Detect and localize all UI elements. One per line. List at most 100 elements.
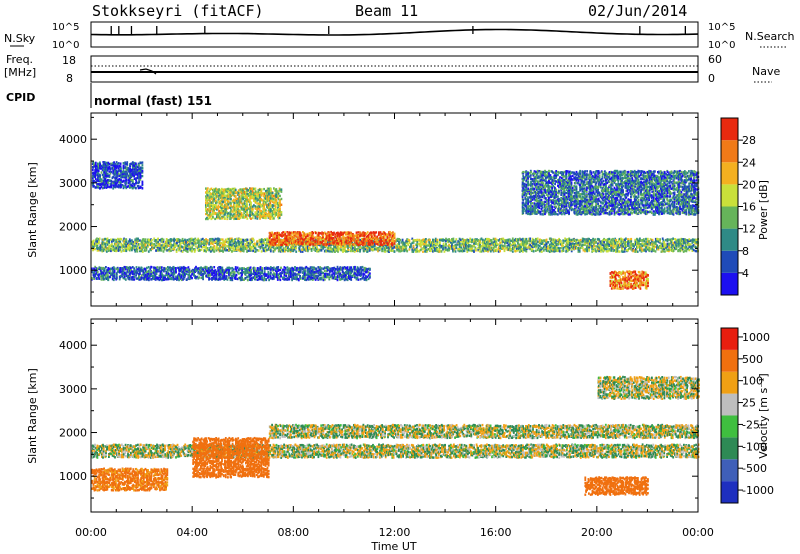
echo-cell xyxy=(362,248,365,251)
echo-cell xyxy=(518,243,521,247)
echo-cell xyxy=(334,272,337,275)
echo-cell xyxy=(396,237,399,241)
echo-cell xyxy=(301,250,304,253)
echo-cell xyxy=(163,248,166,251)
echo-cell xyxy=(238,240,241,244)
echo-cell xyxy=(553,247,556,250)
echo-cell xyxy=(205,243,207,246)
echo-cell xyxy=(99,246,102,249)
echo-cell xyxy=(657,238,659,241)
echo-cell xyxy=(232,238,235,242)
echo-cell xyxy=(204,246,206,249)
echo-cell xyxy=(471,240,474,243)
echo-cell xyxy=(536,248,539,251)
echo-cell xyxy=(475,240,477,244)
echo-cell xyxy=(230,246,233,250)
echo-cell xyxy=(329,238,332,242)
echo-cell xyxy=(127,248,130,251)
echo-cell xyxy=(440,239,443,242)
echo-cell xyxy=(369,245,372,248)
echo-cell xyxy=(412,239,415,242)
echo-cell xyxy=(146,245,149,248)
echo-cell xyxy=(162,246,165,249)
echo-cell xyxy=(194,242,197,245)
echo-cell xyxy=(418,242,421,245)
echo-cell xyxy=(266,244,269,247)
echo-cell xyxy=(219,245,222,248)
echo-cell xyxy=(246,240,249,243)
echo-cell xyxy=(448,249,450,252)
echo-cell xyxy=(520,242,523,245)
echo-cell xyxy=(578,250,581,253)
echo-cell xyxy=(342,246,345,250)
echo-cell xyxy=(209,238,211,241)
echo-cell xyxy=(353,237,356,240)
echo-cell xyxy=(608,247,611,251)
echo-cell xyxy=(465,242,468,245)
echo-cell xyxy=(307,238,309,241)
echo-cell xyxy=(523,246,525,249)
echo-cell xyxy=(521,247,523,251)
echo-cell xyxy=(106,237,109,240)
echo-cell xyxy=(155,249,158,252)
echo-cell xyxy=(131,242,133,246)
echo-cell xyxy=(260,242,263,246)
echo-cell xyxy=(279,248,282,251)
echo-cell xyxy=(320,244,323,247)
echo-cell xyxy=(246,249,249,253)
echo-cell xyxy=(484,244,487,248)
echo-cell xyxy=(194,245,197,248)
echo-cell xyxy=(475,248,477,251)
echo-cell xyxy=(96,245,98,248)
echo-cell xyxy=(423,245,425,249)
echo-cell xyxy=(672,237,674,240)
echo-cell xyxy=(458,237,461,241)
echo-cell xyxy=(290,249,293,252)
echo-cell xyxy=(555,249,558,252)
echo-cell xyxy=(191,246,194,249)
echo-cell xyxy=(465,246,468,249)
echo-cell xyxy=(551,241,553,245)
echo-cell xyxy=(343,241,346,244)
echo-cell xyxy=(317,239,320,242)
echo-cell xyxy=(148,270,150,273)
echo-cell xyxy=(405,248,408,251)
echo-cell xyxy=(339,236,342,240)
echo-cell xyxy=(264,249,267,253)
echo-cell xyxy=(384,250,386,253)
echo-cell xyxy=(483,247,486,250)
echo-cell xyxy=(127,240,130,243)
echo-cell xyxy=(542,243,545,246)
echo-cell xyxy=(259,245,262,249)
echo-cell xyxy=(451,238,453,241)
echo-cell xyxy=(488,242,491,246)
echo-cell xyxy=(443,238,446,242)
echo-cell xyxy=(292,243,295,247)
echo-cell xyxy=(399,238,402,242)
echo-cell xyxy=(146,240,149,243)
echo-cell xyxy=(329,250,331,253)
echo-cell xyxy=(113,242,116,245)
echo-cell xyxy=(481,238,484,242)
echo-cell xyxy=(547,245,550,248)
echo-cell xyxy=(332,236,334,240)
echo-cell xyxy=(184,241,186,244)
echo-cell xyxy=(473,238,475,242)
echo-cell xyxy=(370,248,373,251)
echo-cell xyxy=(542,245,545,249)
echo-cell xyxy=(211,242,214,246)
echo-cell xyxy=(315,267,318,270)
echo-cell xyxy=(342,240,344,243)
echo-cell xyxy=(231,250,233,253)
echo-cell xyxy=(104,242,106,246)
echo-cell xyxy=(229,243,232,246)
echo-cell xyxy=(372,240,375,243)
echo-cell xyxy=(372,236,374,239)
echo-cell xyxy=(298,247,300,250)
echo-cell xyxy=(192,248,195,251)
echo-cell xyxy=(532,239,535,242)
echo-cell xyxy=(523,248,525,251)
echo-cell xyxy=(129,278,131,281)
echo-cell xyxy=(514,244,517,247)
echo-cell xyxy=(423,238,425,241)
